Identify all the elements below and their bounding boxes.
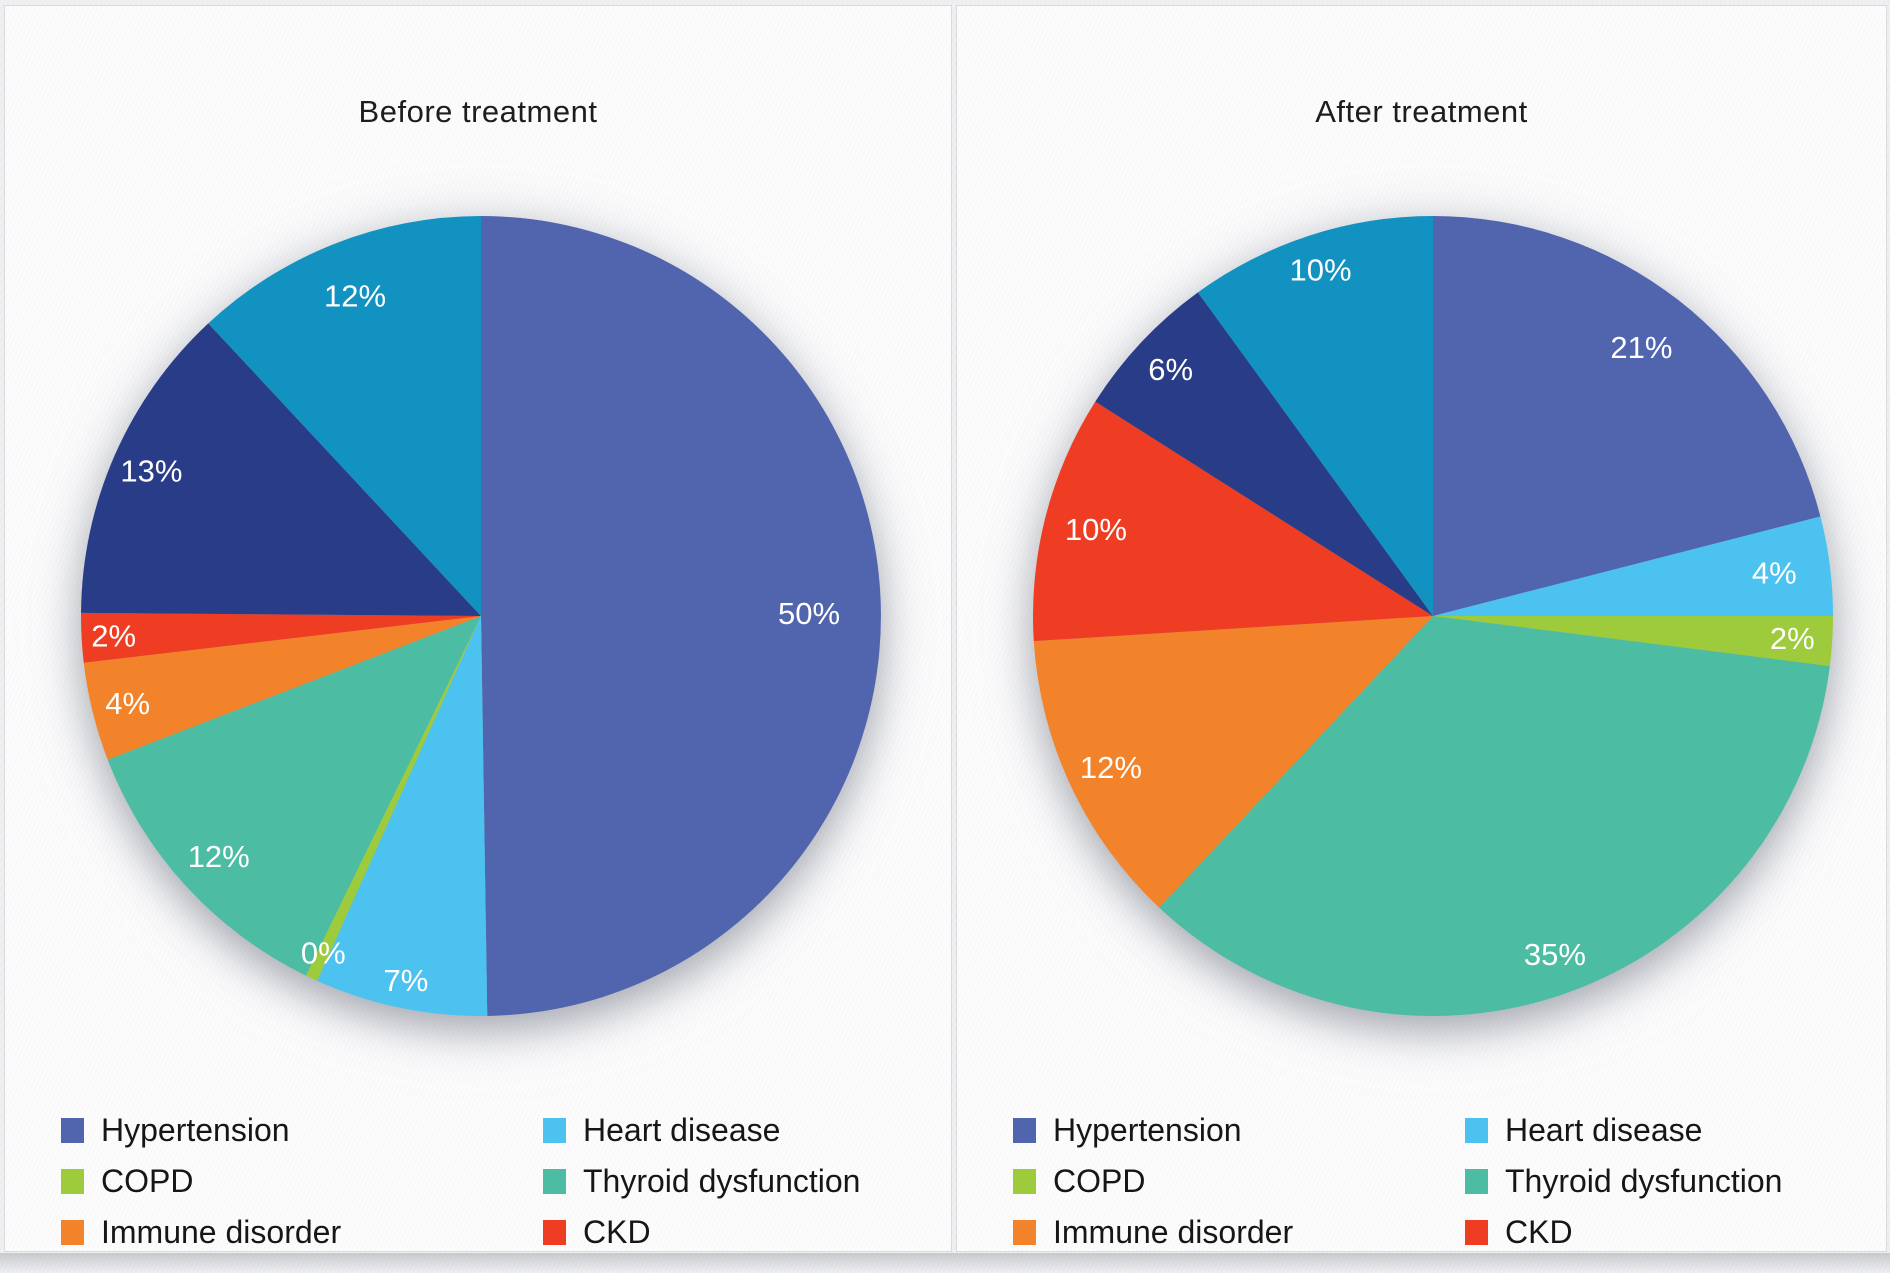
- pie-chart-after-treatment: 21% 4% 2% 35% 12% 10% 6% 10%: [1033, 216, 1833, 1017]
- pie-slice-thyroid-dysfunction: [1159, 616, 1830, 1017]
- legend-item-thyroid-dysfunction: Thyroid dysfunction: [1465, 1163, 1782, 1200]
- pie-slice-label: 2%: [1770, 621, 1815, 656]
- pie-slice-ckd: [80, 612, 481, 663]
- pie-slice-hypertension: [481, 216, 881, 1016]
- pie-slice-copd: [1433, 616, 1833, 667]
- pie-slice-unlabeled-7: [81, 323, 481, 616]
- legend-swatch-icon: [61, 1219, 84, 1245]
- panel-before-treatment: Before treatment 50% 7% 0% 12% 4% 2% 13% 12% Hy…: [4, 5, 952, 1252]
- chart-title-before: Before treatment: [358, 94, 598, 129]
- panel-after-treatment: After treatment 21% 4% 2% 35% 12% 10% 6% 10% Hy…: [956, 5, 1887, 1252]
- legend-item-label: Hypertension: [1053, 1111, 1242, 1148]
- pie-slice-thyroid-dysfunction: [107, 616, 481, 976]
- pie-slice-heart-disease: [317, 616, 488, 1016]
- pie-slice-unlabeled-7: [1095, 292, 1433, 616]
- legend-item-copd: COPD: [61, 1163, 543, 1200]
- legend-item-ckd: CKD: [543, 1214, 860, 1251]
- pie-chart-before-treatment: 50% 7% 0% 12% 4% 2% 13% 12%: [80, 216, 881, 1016]
- legend-item-thyroid-dysfunction: Thyroid dysfunction: [543, 1163, 860, 1200]
- legend-item-immune-disorder: Immune disorder: [61, 1214, 543, 1251]
- pie-slice-copd: [305, 616, 481, 981]
- pie-slice-label: 12%: [1080, 750, 1142, 785]
- legend-item-copd: COPD: [1013, 1163, 1465, 1200]
- legend-swatch-icon: [61, 1117, 84, 1143]
- legend-item-label: Immune disorder: [1053, 1213, 1294, 1250]
- legend-swatch-icon: [1013, 1168, 1036, 1194]
- pie-slice-unlabeled-8: [1197, 216, 1433, 616]
- chart-title-after: After treatment: [1315, 94, 1528, 129]
- pie-slice-ckd: [1033, 401, 1433, 642]
- legend-swatch-icon: [1465, 1219, 1488, 1245]
- pie-slice-label: 10%: [1289, 252, 1351, 287]
- pie-slice-label: 12%: [188, 839, 250, 874]
- legend-item-hypertension: Hypertension: [61, 1112, 543, 1149]
- legend-item-hypertension: Hypertension: [1013, 1112, 1465, 1149]
- legend-swatch-icon: [543, 1117, 566, 1143]
- legend-after: Hypertension Heart disease COPD Thyroid dys…: [1013, 1112, 1782, 1251]
- pie-slice-heart-disease: [1433, 516, 1833, 616]
- legend-swatch-icon: [543, 1219, 566, 1245]
- legend-item-label: COPD: [101, 1162, 194, 1199]
- pie-slice-label: 10%: [1065, 512, 1127, 547]
- pie-slice-label: 35%: [1524, 937, 1586, 972]
- legend-swatch-icon: [1013, 1219, 1036, 1245]
- pie-slice-hypertension: [1433, 216, 1821, 616]
- legend-item-label: Thyroid dysfunction: [1505, 1162, 1783, 1199]
- pie-slice-label: 4%: [105, 686, 150, 721]
- pie-slice-label: 21%: [1610, 330, 1672, 365]
- bottom-shadow-strip: [0, 1253, 1890, 1273]
- legend-before: Hypertension Heart disease COPD Thyroid dys…: [61, 1112, 860, 1251]
- legend-item-label: Heart disease: [1505, 1111, 1703, 1148]
- pie-slice-label: 0%: [301, 935, 346, 970]
- legend-item-label: CKD: [1505, 1213, 1573, 1250]
- legend-swatch-icon: [1465, 1117, 1488, 1143]
- pie-slice-label: 7%: [383, 963, 428, 998]
- pie-slice-label: 12%: [324, 278, 386, 313]
- legend-item-label: CKD: [583, 1213, 651, 1250]
- legend-item-heart-disease: Heart disease: [543, 1112, 860, 1149]
- legend-swatch-icon: [1465, 1168, 1488, 1194]
- legend-item-label: Thyroid dysfunction: [583, 1162, 861, 1199]
- pie-slice-immune-disorder: [1033, 616, 1433, 908]
- pie-slice-label: 13%: [120, 454, 182, 489]
- legend-item-heart-disease: Heart disease: [1465, 1112, 1782, 1149]
- pie-slice-unlabeled-8: [208, 216, 481, 616]
- pie-slice-label: 6%: [1148, 352, 1193, 387]
- legend-swatch-icon: [1013, 1117, 1036, 1143]
- legend-swatch-icon: [543, 1168, 566, 1194]
- legend-item-label: Heart disease: [583, 1111, 781, 1148]
- pie-slice-label: 50%: [778, 596, 840, 631]
- pie-slice-label: 4%: [1752, 555, 1797, 590]
- legend-item-ckd: CKD: [1465, 1214, 1782, 1251]
- pie-slice-label: 2%: [91, 619, 136, 654]
- legend-item-label: COPD: [1053, 1162, 1146, 1199]
- pie-slice-immune-disorder: [83, 616, 481, 760]
- legend-item-label: Hypertension: [101, 1111, 290, 1148]
- legend-item-immune-disorder: Immune disorder: [1013, 1214, 1465, 1251]
- legend-swatch-icon: [61, 1168, 84, 1194]
- legend-item-label: Immune disorder: [101, 1213, 342, 1250]
